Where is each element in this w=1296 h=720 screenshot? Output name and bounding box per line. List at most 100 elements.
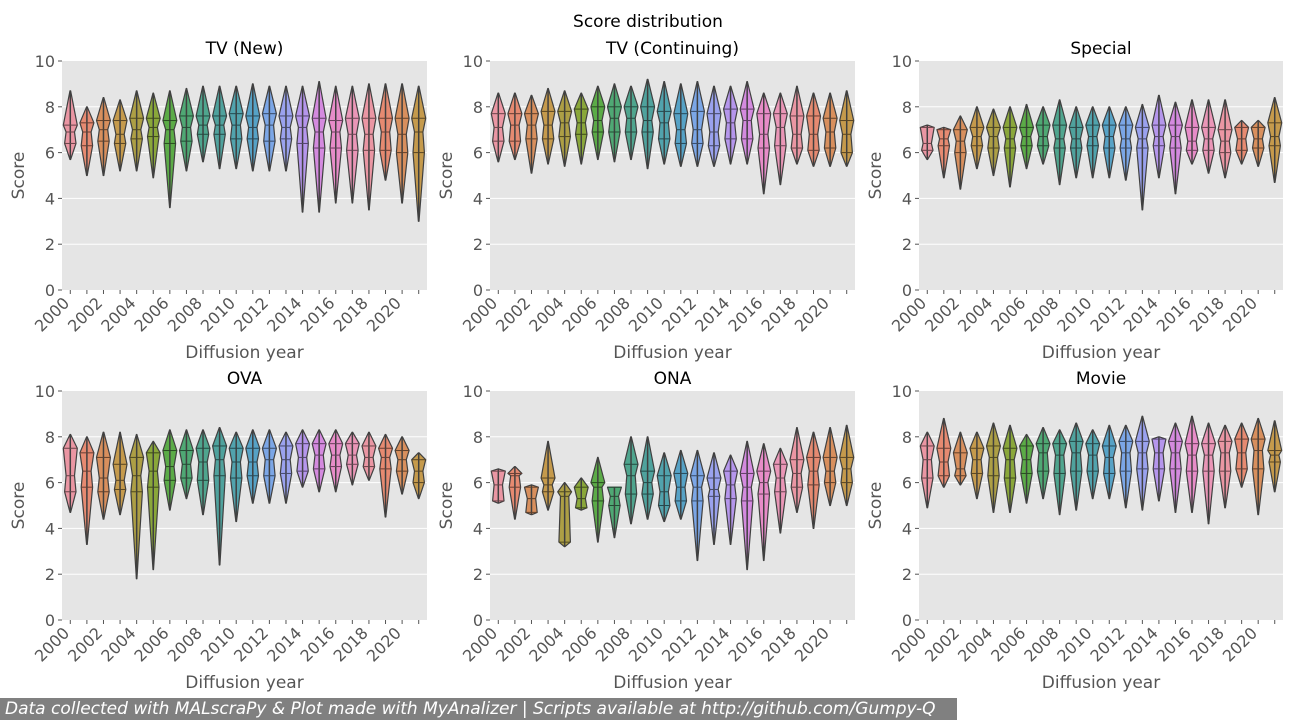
plot-area [490,391,855,620]
x-tick-label: 2020 [363,623,405,665]
x-tick-label: 2006 [130,623,172,665]
x-tick-label: 2016 [724,293,766,335]
x-tick-label: 2012 [1086,293,1128,335]
x-tick-label: 2016 [724,623,766,665]
x-tick-label: 2006 [130,293,172,335]
y-tick-label: 0 [45,611,55,630]
y-tick-label: 10 [463,382,483,401]
x-tick-label: 2002 [492,623,534,665]
x-tick-label: 2016 [296,623,338,665]
x-tick-label: 2006 [558,623,600,665]
x-tick-label: 2010 [197,623,239,665]
x-tick-label: 2020 [791,623,833,665]
y-tick-label: 10 [35,52,55,71]
y-tick-label: 4 [45,189,55,208]
figure-title: Score distribution [573,12,723,32]
x-tick-label: 2010 [625,623,667,665]
x-tick-label: 2014 [1120,623,1162,665]
x-tick-label: 2014 [1120,293,1162,335]
y-axis-label: Score [437,482,457,530]
y-tick-label: 2 [45,565,55,584]
panel-title: Special [1070,39,1131,59]
y-tick-label: 6 [902,144,912,163]
x-tick-label: 2004 [525,623,567,665]
y-tick-label: 10 [35,382,55,401]
y-tick-label: 2 [45,235,55,254]
x-tick-label: 2002 [64,623,106,665]
x-tick-label: 2008 [164,293,206,335]
y-tick-label: 10 [892,52,912,71]
x-tick-label: 2010 [1053,293,1095,335]
panel-2: 0246810200020022004200620082010201220142… [437,39,855,363]
x-tick-label: 2014 [263,293,305,335]
x-axis-label: Diffusion year [613,343,731,363]
chart-panels: 0246810200020022004200620082010201220142… [9,39,1283,693]
x-tick-label: 2004 [954,293,996,335]
x-tick-label: 2014 [691,293,733,335]
y-tick-label: 2 [473,565,483,584]
y-axis-label: Score [437,152,457,200]
panel-title: ONA [654,369,692,389]
x-tick-label: 2000 [459,293,501,335]
x-tick-label: 2006 [558,293,600,335]
x-tick-label: 2008 [1020,623,1062,665]
x-tick-label: 2006 [987,293,1029,335]
x-tick-label: 2018 [1186,623,1228,665]
x-tick-label: 2018 [758,623,800,665]
y-tick-label: 8 [473,98,483,117]
x-tick-label: 2010 [1053,623,1095,665]
x-tick-label: 2000 [888,623,930,665]
x-tick-label: 2000 [459,623,501,665]
y-tick-label: 2 [902,565,912,584]
y-axis-label: Score [866,482,886,530]
x-tick-label: 2020 [791,293,833,335]
x-tick-label: 2008 [592,293,634,335]
y-axis-label: Score [9,482,29,530]
panel-6: 0246810200020022004200620082010201220142… [866,369,1283,693]
y-tick-label: 4 [902,189,912,208]
y-axis-label: Score [866,152,886,200]
x-tick-label: 2012 [1086,623,1128,665]
y-tick-label: 8 [473,428,483,447]
panel-title: TV (New) [205,39,284,59]
y-tick-label: 0 [902,611,912,630]
x-tick-label: 2020 [363,293,405,335]
x-tick-label: 2008 [592,623,634,665]
x-tick-label: 2018 [1186,293,1228,335]
x-tick-label: 2002 [64,293,106,335]
x-tick-label: 2004 [97,293,139,335]
x-tick-label: 2000 [888,293,930,335]
x-tick-label: 2012 [658,623,700,665]
x-axis-label: Diffusion year [185,343,303,363]
y-tick-label: 6 [45,144,55,163]
x-tick-label: 2018 [330,293,372,335]
x-tick-label: 2004 [525,293,567,335]
x-axis-label: Diffusion year [1042,343,1160,363]
y-tick-label: 2 [473,235,483,254]
y-tick-label: 4 [45,519,55,538]
y-axis-label: Score [9,152,29,200]
x-tick-label: 2004 [97,623,139,665]
y-tick-label: 8 [902,428,912,447]
plot-area [919,61,1283,290]
y-tick-label: 8 [45,98,55,117]
x-tick-label: 2016 [1153,293,1195,335]
panel-5: 0246810200020022004200620082010201220142… [437,369,855,693]
x-tick-label: 2012 [230,293,272,335]
x-tick-label: 2000 [31,293,73,335]
x-axis-label: Diffusion year [613,673,731,693]
x-axis-label: Diffusion year [1042,673,1160,693]
y-tick-label: 8 [902,98,912,117]
x-tick-label: 2002 [492,293,534,335]
x-tick-label: 2020 [1219,293,1261,335]
panel-3: 0246810200020022004200620082010201220142… [866,39,1283,363]
y-tick-label: 2 [902,235,912,254]
y-tick-label: 4 [473,519,483,538]
x-tick-label: 2004 [954,623,996,665]
panel-title: Movie [1076,369,1126,389]
panel-4: 0246810200020022004200620082010201220142… [9,369,427,693]
y-tick-label: 0 [473,281,483,300]
y-tick-label: 6 [45,474,55,493]
x-tick-label: 2020 [1219,623,1261,665]
